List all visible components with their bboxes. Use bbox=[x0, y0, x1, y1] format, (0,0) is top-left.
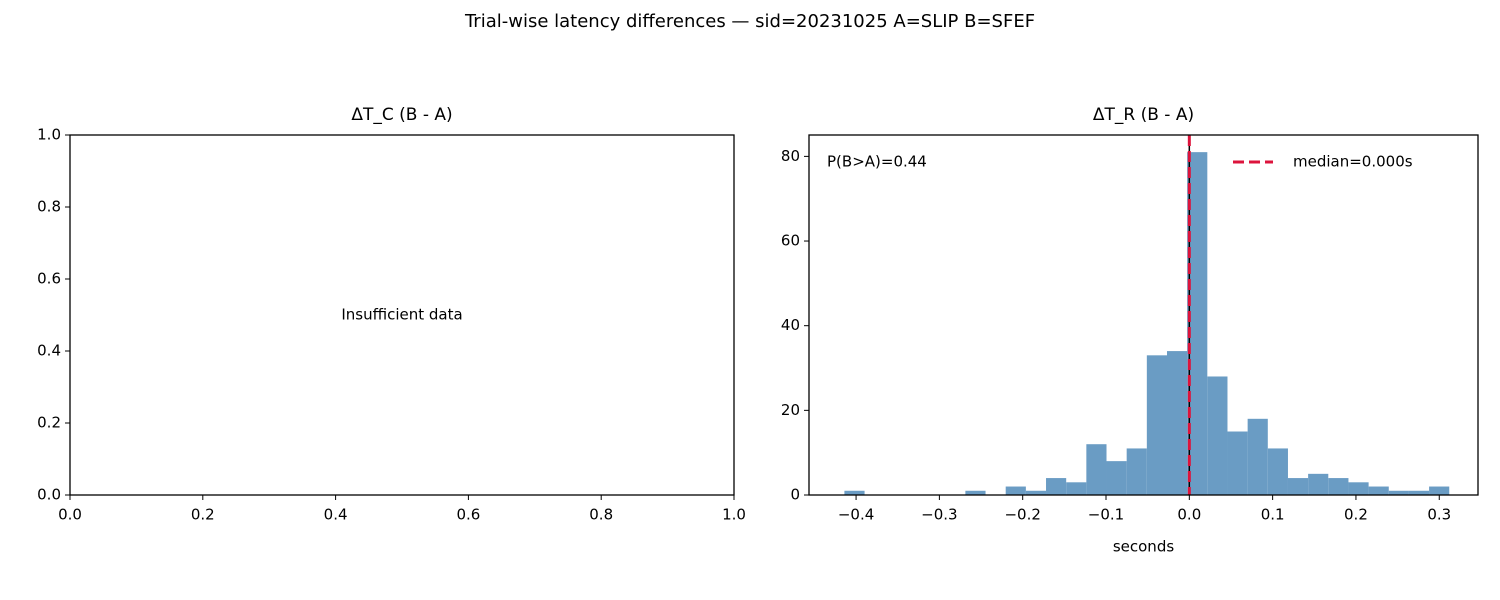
histogram-bar bbox=[1348, 482, 1369, 495]
histogram-bar bbox=[1146, 355, 1167, 495]
x-tick-label: −0.1 bbox=[1088, 506, 1124, 524]
annotation: P(B>A)=0.44 bbox=[827, 153, 927, 171]
x-tick-label: 0.4 bbox=[324, 506, 348, 524]
y-tick-label: 80 bbox=[781, 147, 800, 165]
y-tick-label: 0.4 bbox=[37, 342, 61, 360]
axes-frame bbox=[69, 134, 735, 496]
x-tick-label: 0.1 bbox=[1261, 506, 1285, 524]
y-tick-label: 40 bbox=[781, 316, 800, 334]
x-tick-label: −0.4 bbox=[838, 506, 874, 524]
histogram-bar bbox=[1166, 351, 1188, 495]
histogram-bar bbox=[1066, 482, 1087, 495]
annotation: Insufficient data bbox=[341, 306, 462, 324]
histogram-bar bbox=[1408, 490, 1430, 495]
histogram-bar bbox=[1086, 444, 1107, 495]
histogram-bar bbox=[1126, 448, 1147, 495]
x-tick-label: 0.2 bbox=[191, 506, 215, 524]
x-tick-label: 0.2 bbox=[1344, 506, 1368, 524]
figure-title: Trial-wise latency differences — sid=202… bbox=[464, 11, 1035, 32]
axes-title: ΔT_R (B - A) bbox=[1093, 105, 1194, 125]
y-tick-label: 0 bbox=[790, 486, 800, 504]
legend-label: median=0.000s bbox=[1293, 153, 1413, 171]
y-tick-label: 0.2 bbox=[37, 414, 61, 432]
x-tick-label: 0.3 bbox=[1427, 506, 1451, 524]
x-tick-label: 0.0 bbox=[1177, 506, 1201, 524]
histogram-bar bbox=[1025, 490, 1047, 495]
x-tick-label: 0.8 bbox=[589, 506, 613, 524]
histogram-bar bbox=[1429, 486, 1450, 495]
x-axis-label: seconds bbox=[1113, 538, 1174, 556]
x-tick-label: 0.0 bbox=[58, 506, 82, 524]
axes-title: ΔT_C (B - A) bbox=[351, 105, 452, 125]
y-tick-label: 20 bbox=[781, 401, 800, 419]
x-tick-label: −0.2 bbox=[1004, 506, 1040, 524]
histogram-bar bbox=[844, 490, 865, 495]
histogram-bar bbox=[1368, 486, 1389, 495]
y-tick-label: 0.6 bbox=[37, 270, 61, 288]
histogram-bar bbox=[1207, 376, 1228, 495]
histogram-bar bbox=[965, 490, 986, 495]
histogram-bar bbox=[1267, 448, 1288, 495]
histogram-bar bbox=[1187, 152, 1208, 495]
axes-frame bbox=[808, 134, 1479, 496]
y-tick-label: 60 bbox=[781, 232, 800, 250]
x-tick-label: 0.6 bbox=[456, 506, 480, 524]
histogram-bar bbox=[1247, 418, 1268, 495]
histogram-bar bbox=[1106, 461, 1127, 495]
y-tick-label: 0.8 bbox=[37, 198, 61, 216]
histogram-bar bbox=[1308, 473, 1329, 495]
y-tick-label: 1.0 bbox=[37, 126, 61, 144]
x-tick-label: 1.0 bbox=[722, 506, 746, 524]
y-tick-label: 0.0 bbox=[37, 486, 61, 504]
histogram-bar bbox=[1005, 486, 1026, 495]
histogram-bar bbox=[1046, 478, 1067, 495]
histogram-bar bbox=[1287, 478, 1309, 495]
histogram-bar bbox=[1328, 478, 1349, 495]
x-tick-label: −0.3 bbox=[921, 506, 957, 524]
histogram-bar bbox=[1388, 490, 1409, 495]
histogram-bar bbox=[1227, 431, 1248, 495]
